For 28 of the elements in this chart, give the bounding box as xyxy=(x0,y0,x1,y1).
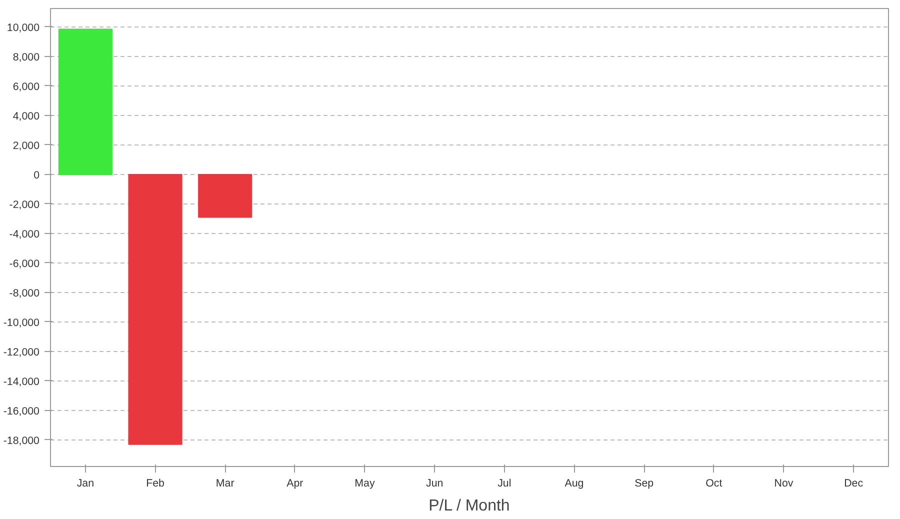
x-axis-title: P/L / Month xyxy=(428,498,510,514)
y-tick-label: 8,000 xyxy=(12,51,40,64)
x-tick-label: Dec xyxy=(844,478,864,490)
y-tick-label: 10,000 xyxy=(6,22,40,34)
x-tick-label: Jul xyxy=(498,478,512,490)
x-tick-label: Aug xyxy=(564,478,584,490)
y-tick-label: -4,000 xyxy=(9,228,40,240)
x-tick-label: Apr xyxy=(286,478,304,490)
x-tick-label: Mar xyxy=(216,478,235,490)
y-tick-label: -8,000 xyxy=(9,287,40,300)
x-tick-label: Jun xyxy=(426,478,444,490)
y-tick-label: -14,000 xyxy=(3,376,40,388)
y-tick-label: -16,000 xyxy=(3,405,40,418)
y-tick-label: -10,000 xyxy=(3,316,40,329)
x-tick-label: Sep xyxy=(634,478,654,490)
x-tick-label: Feb xyxy=(146,478,165,490)
y-tick-label: -2,000 xyxy=(9,198,40,211)
y-tick-label: -6,000 xyxy=(9,258,40,270)
x-tick-label: May xyxy=(354,478,376,490)
y-tick-label: 4,000 xyxy=(12,110,40,122)
x-tick-label: Oct xyxy=(706,478,722,490)
x-tick-label: Nov xyxy=(774,478,794,490)
y-tick-label: 2,000 xyxy=(12,140,40,152)
y-tick-label: -18,000 xyxy=(3,434,40,447)
x-tick-label: Jan xyxy=(76,478,94,490)
y-tick-label: -12,000 xyxy=(3,346,40,358)
y-tick-label: 6,000 xyxy=(12,80,40,93)
y-tick-label: 0 xyxy=(34,169,40,182)
